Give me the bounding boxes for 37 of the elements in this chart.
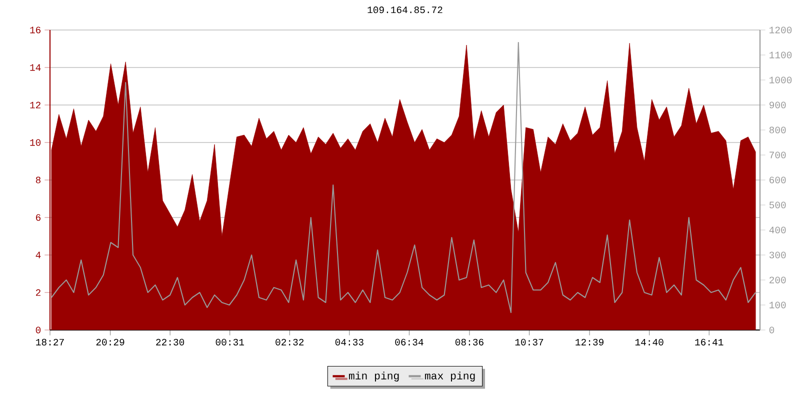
x-tick-label: 06:34 [395, 338, 424, 346]
x-tick-label: 12:39 [576, 338, 604, 346]
y-tick-label: 16 [30, 26, 41, 34]
y2-tick-label: 600 [770, 176, 786, 184]
x-tick-label: 04:33 [335, 338, 364, 346]
y2-tick-label: 200 [770, 276, 786, 284]
x-tick-label: 16:41 [695, 338, 724, 346]
y2-tick-label: 1200 [770, 26, 792, 34]
y2-tick-label: 0 [769, 326, 774, 334]
y2-tick-label: 100 [770, 302, 786, 308]
x-tick-label: 20:29 [96, 338, 124, 346]
y2-tick-label: 300 [769, 252, 786, 258]
y2-tick-label: 1000 [770, 76, 792, 84]
y2-tick-label: 500 [769, 202, 786, 208]
x-tick-label: 18:27 [36, 338, 64, 346]
y-tick-label: 2 [36, 289, 40, 296]
y-tick-label: 6 [36, 214, 41, 221]
y-tick-label: 14 [30, 64, 41, 71]
x-tick-label: 02:32 [276, 338, 304, 346]
x-tick-label: 08:36 [455, 338, 484, 346]
y-tick-label: 8 [36, 176, 40, 184]
legend-label: min ping [348, 372, 399, 382]
x-tick-label: 00:31 [216, 338, 244, 346]
y2-tick-label: 900 [770, 102, 786, 108]
x-tick-label: 10:37 [515, 338, 544, 346]
chart-title: 109.164.85.72 [368, 6, 442, 14]
x-tick-label: 14:40 [635, 338, 664, 346]
x-tick-label: 22:30 [156, 338, 184, 346]
y2-tick-label: 700 [770, 152, 786, 158]
legend-label: max ping [424, 372, 475, 382]
y-tick-label: 4 [36, 252, 41, 258]
y2-tick-label: 400 [769, 226, 786, 234]
y2-tick-label: 800 [769, 126, 786, 134]
y2-tick-label: 1100 [770, 52, 792, 58]
y-tick-label: 0 [36, 326, 41, 334]
y-tick-label: 12 [30, 102, 40, 108]
y-tick-label: 10 [30, 139, 41, 146]
